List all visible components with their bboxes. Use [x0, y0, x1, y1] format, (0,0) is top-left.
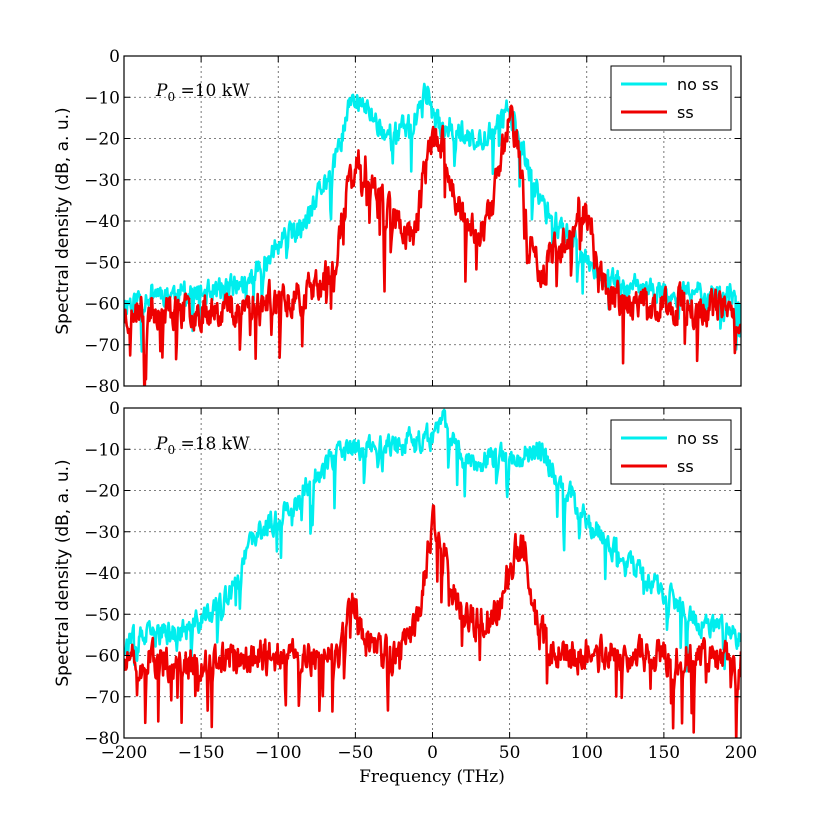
x-tick-label: 100 [571, 743, 603, 763]
legend: no ss ss [610, 65, 732, 131]
series-group [124, 408, 741, 738]
y-tick-label: −80 [84, 729, 120, 749]
top-panel: 0 −10 −20 −30 −40 −50 −60 −70 −80 Spectral densit… [53, 47, 742, 397]
y-tick-label: −60 [84, 295, 120, 315]
y-tick-label: −70 [84, 688, 120, 708]
y-tick-label: −10 [84, 440, 120, 460]
y-tick-label: −70 [84, 336, 120, 356]
y-tick-label: −40 [84, 564, 120, 584]
y-axis-title: Spectral density (dB, a. u.) [53, 459, 73, 686]
series-line-ss [124, 104, 741, 386]
ticks: 0 −10 −20 −30 −40 −50 −60 −70 −80−200 −150 −100 −50… [84, 399, 757, 763]
y-tick-label: −60 [84, 647, 120, 667]
x-tick-label: 50 [499, 743, 521, 763]
y-tick-label: −20 [84, 130, 120, 150]
y-axis-title: Spectral density (dB, a. u.) [53, 107, 73, 334]
bottom-panel: 0 −10 −20 −30 −40 −50 −60 −70 −80−200 −150 −100 −50… [53, 399, 757, 763]
power-annotation: P0 =10 kW [155, 81, 250, 104]
y-tick-label: 0 [109, 399, 120, 419]
legend-label: no ss [677, 75, 719, 94]
y-tick-label: −50 [84, 253, 120, 273]
y-tick-label: −50 [84, 605, 120, 625]
legend-label: no ss [677, 429, 719, 448]
legend-box [610, 65, 732, 131]
y-tick-label: −20 [84, 482, 120, 502]
x-tick-label: 200 [725, 743, 757, 763]
series-group [124, 82, 741, 386]
y-tick-label: −30 [84, 171, 120, 191]
legend-label: ss [677, 103, 694, 122]
series-line-no-ss [124, 82, 741, 353]
x-tick-label: −200 [101, 743, 148, 763]
y-tick-label: −30 [84, 523, 120, 543]
series-line-no-ss [124, 408, 741, 673]
legend-label: ss [677, 457, 694, 476]
y-tick-label: −40 [84, 212, 120, 232]
x-tick-label: 0 [427, 743, 438, 763]
series-line-ss [124, 504, 741, 738]
power-annotation: P0 =18 kW [155, 434, 250, 457]
y-tick-label: 0 [109, 47, 120, 67]
x-tick-label: −100 [255, 743, 302, 763]
x-axis-title: Frequency (THz) [359, 767, 505, 787]
ticks: 0 −10 −20 −30 −40 −50 −60 −70 −80 [84, 47, 742, 397]
x-tick-label: −150 [178, 743, 225, 763]
y-tick-label: −10 [84, 88, 120, 108]
x-tick-label: 150 [648, 743, 680, 763]
y-tick-label: −80 [84, 377, 120, 397]
x-tick-label: −50 [337, 743, 373, 763]
legend-box [610, 419, 732, 485]
legend: no ss ss [610, 419, 732, 485]
